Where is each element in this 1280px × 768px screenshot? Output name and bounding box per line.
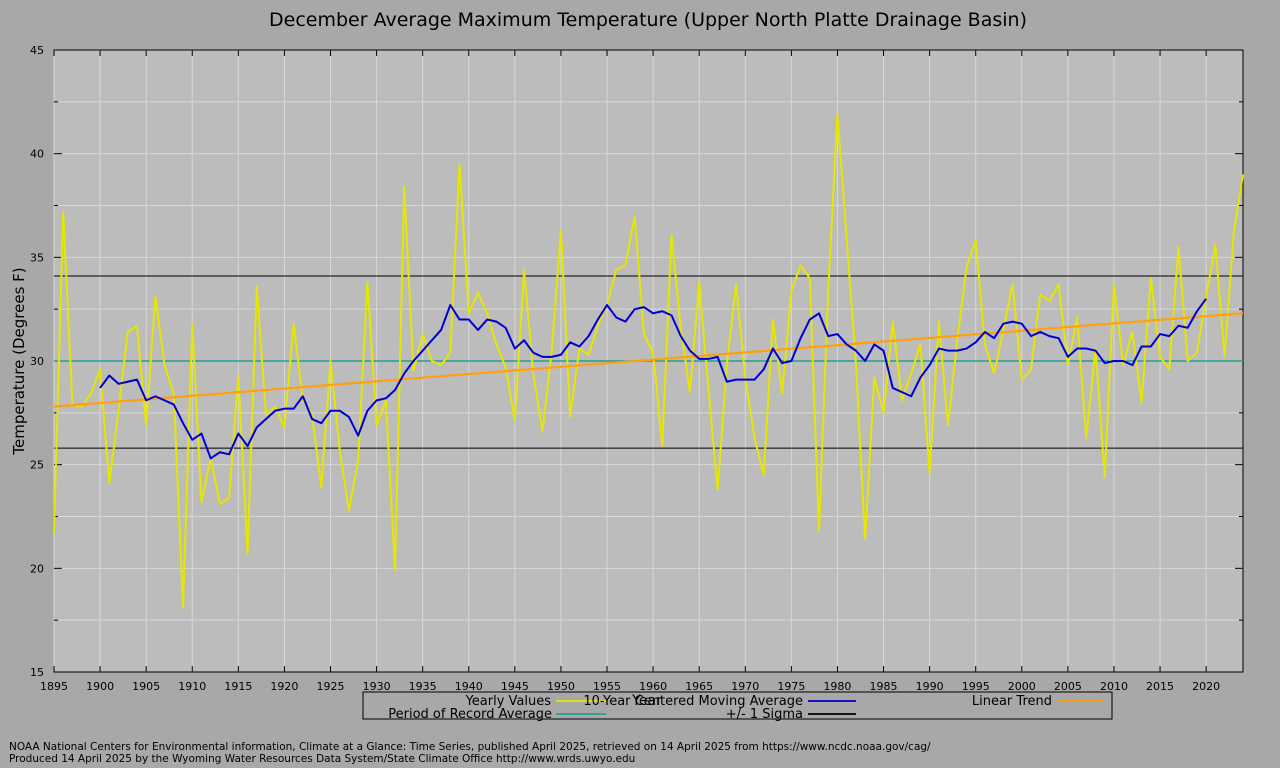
x-tick-label: 1965 xyxy=(685,680,713,693)
legend-box xyxy=(362,691,1113,720)
x-tick-label: 1905 xyxy=(132,680,160,693)
x-tick-label: 1970 xyxy=(731,680,759,693)
legend: Yearly Values 10-Year Centered Moving Ave… xyxy=(362,691,1113,722)
x-axis-label: Year xyxy=(631,693,662,709)
x-tick-label: 1925 xyxy=(317,680,345,693)
y-tick-label: 30 xyxy=(30,355,44,368)
x-tick-label: 1930 xyxy=(363,680,391,693)
x-tick-label: 2020 xyxy=(1192,680,1220,693)
x-tick-label: 2015 xyxy=(1146,680,1174,693)
x-tick-label: 1960 xyxy=(639,680,667,693)
x-tick-label: 1945 xyxy=(501,680,529,693)
axes: 1895 1900 1905 1910 1915 1920 1925 1930 1935 1940… xyxy=(30,44,1243,693)
yearly-values-line xyxy=(53,113,1244,609)
x-tick-label: 1990 xyxy=(916,680,944,693)
source-credit: NOAA National Centers for Environmental … xyxy=(9,741,931,753)
y-tick-label: 45 xyxy=(30,44,44,57)
x-tick-label: 1950 xyxy=(547,680,575,693)
x-tick-label: 1940 xyxy=(455,680,483,693)
y-tick-label: 15 xyxy=(30,666,44,679)
x-tick-label: 1955 xyxy=(593,680,621,693)
moving-average-line xyxy=(99,298,1207,460)
legend-label: Period of Record Average xyxy=(388,707,552,722)
x-tick-label: 1980 xyxy=(823,680,851,693)
x-tick-label: 1935 xyxy=(409,680,437,693)
legend-label: Yearly Values xyxy=(465,694,552,709)
x-tick-label: 1985 xyxy=(870,680,898,693)
y-tick-label: 20 xyxy=(30,562,44,575)
x-tick-label: 2000 xyxy=(1008,680,1036,693)
x-tick-label: 1895 xyxy=(40,680,68,693)
x-tick-label: 1920 xyxy=(270,680,298,693)
legend-label: Linear Trend xyxy=(972,694,1052,709)
legend-label: +/- 1 Sigma xyxy=(726,707,803,722)
x-tick-label: 1900 xyxy=(86,680,114,693)
producer-credit: Produced 14 April 2025 by the Wyoming Wa… xyxy=(9,753,636,765)
x-tick-label: 1975 xyxy=(777,680,805,693)
linear-trend-line xyxy=(53,312,1244,408)
x-tick-label: 2005 xyxy=(1054,680,1082,693)
y-tick-label: 40 xyxy=(30,148,44,161)
x-tick-label: 1910 xyxy=(178,680,206,693)
y-axis-label: Temperature (Degrees F) xyxy=(10,267,28,455)
y-tick-label: 25 xyxy=(30,459,44,472)
series-layer xyxy=(53,113,1244,609)
x-tick-label: 1995 xyxy=(962,680,990,693)
legend-label: 10-Year Centered Moving Average xyxy=(583,694,803,709)
chart-title: December Average Maximum Temperature (Up… xyxy=(269,9,1027,31)
x-tick-label: 1915 xyxy=(224,680,252,693)
y-tick-label: 35 xyxy=(30,251,44,264)
x-tick-label: 2010 xyxy=(1100,680,1128,693)
